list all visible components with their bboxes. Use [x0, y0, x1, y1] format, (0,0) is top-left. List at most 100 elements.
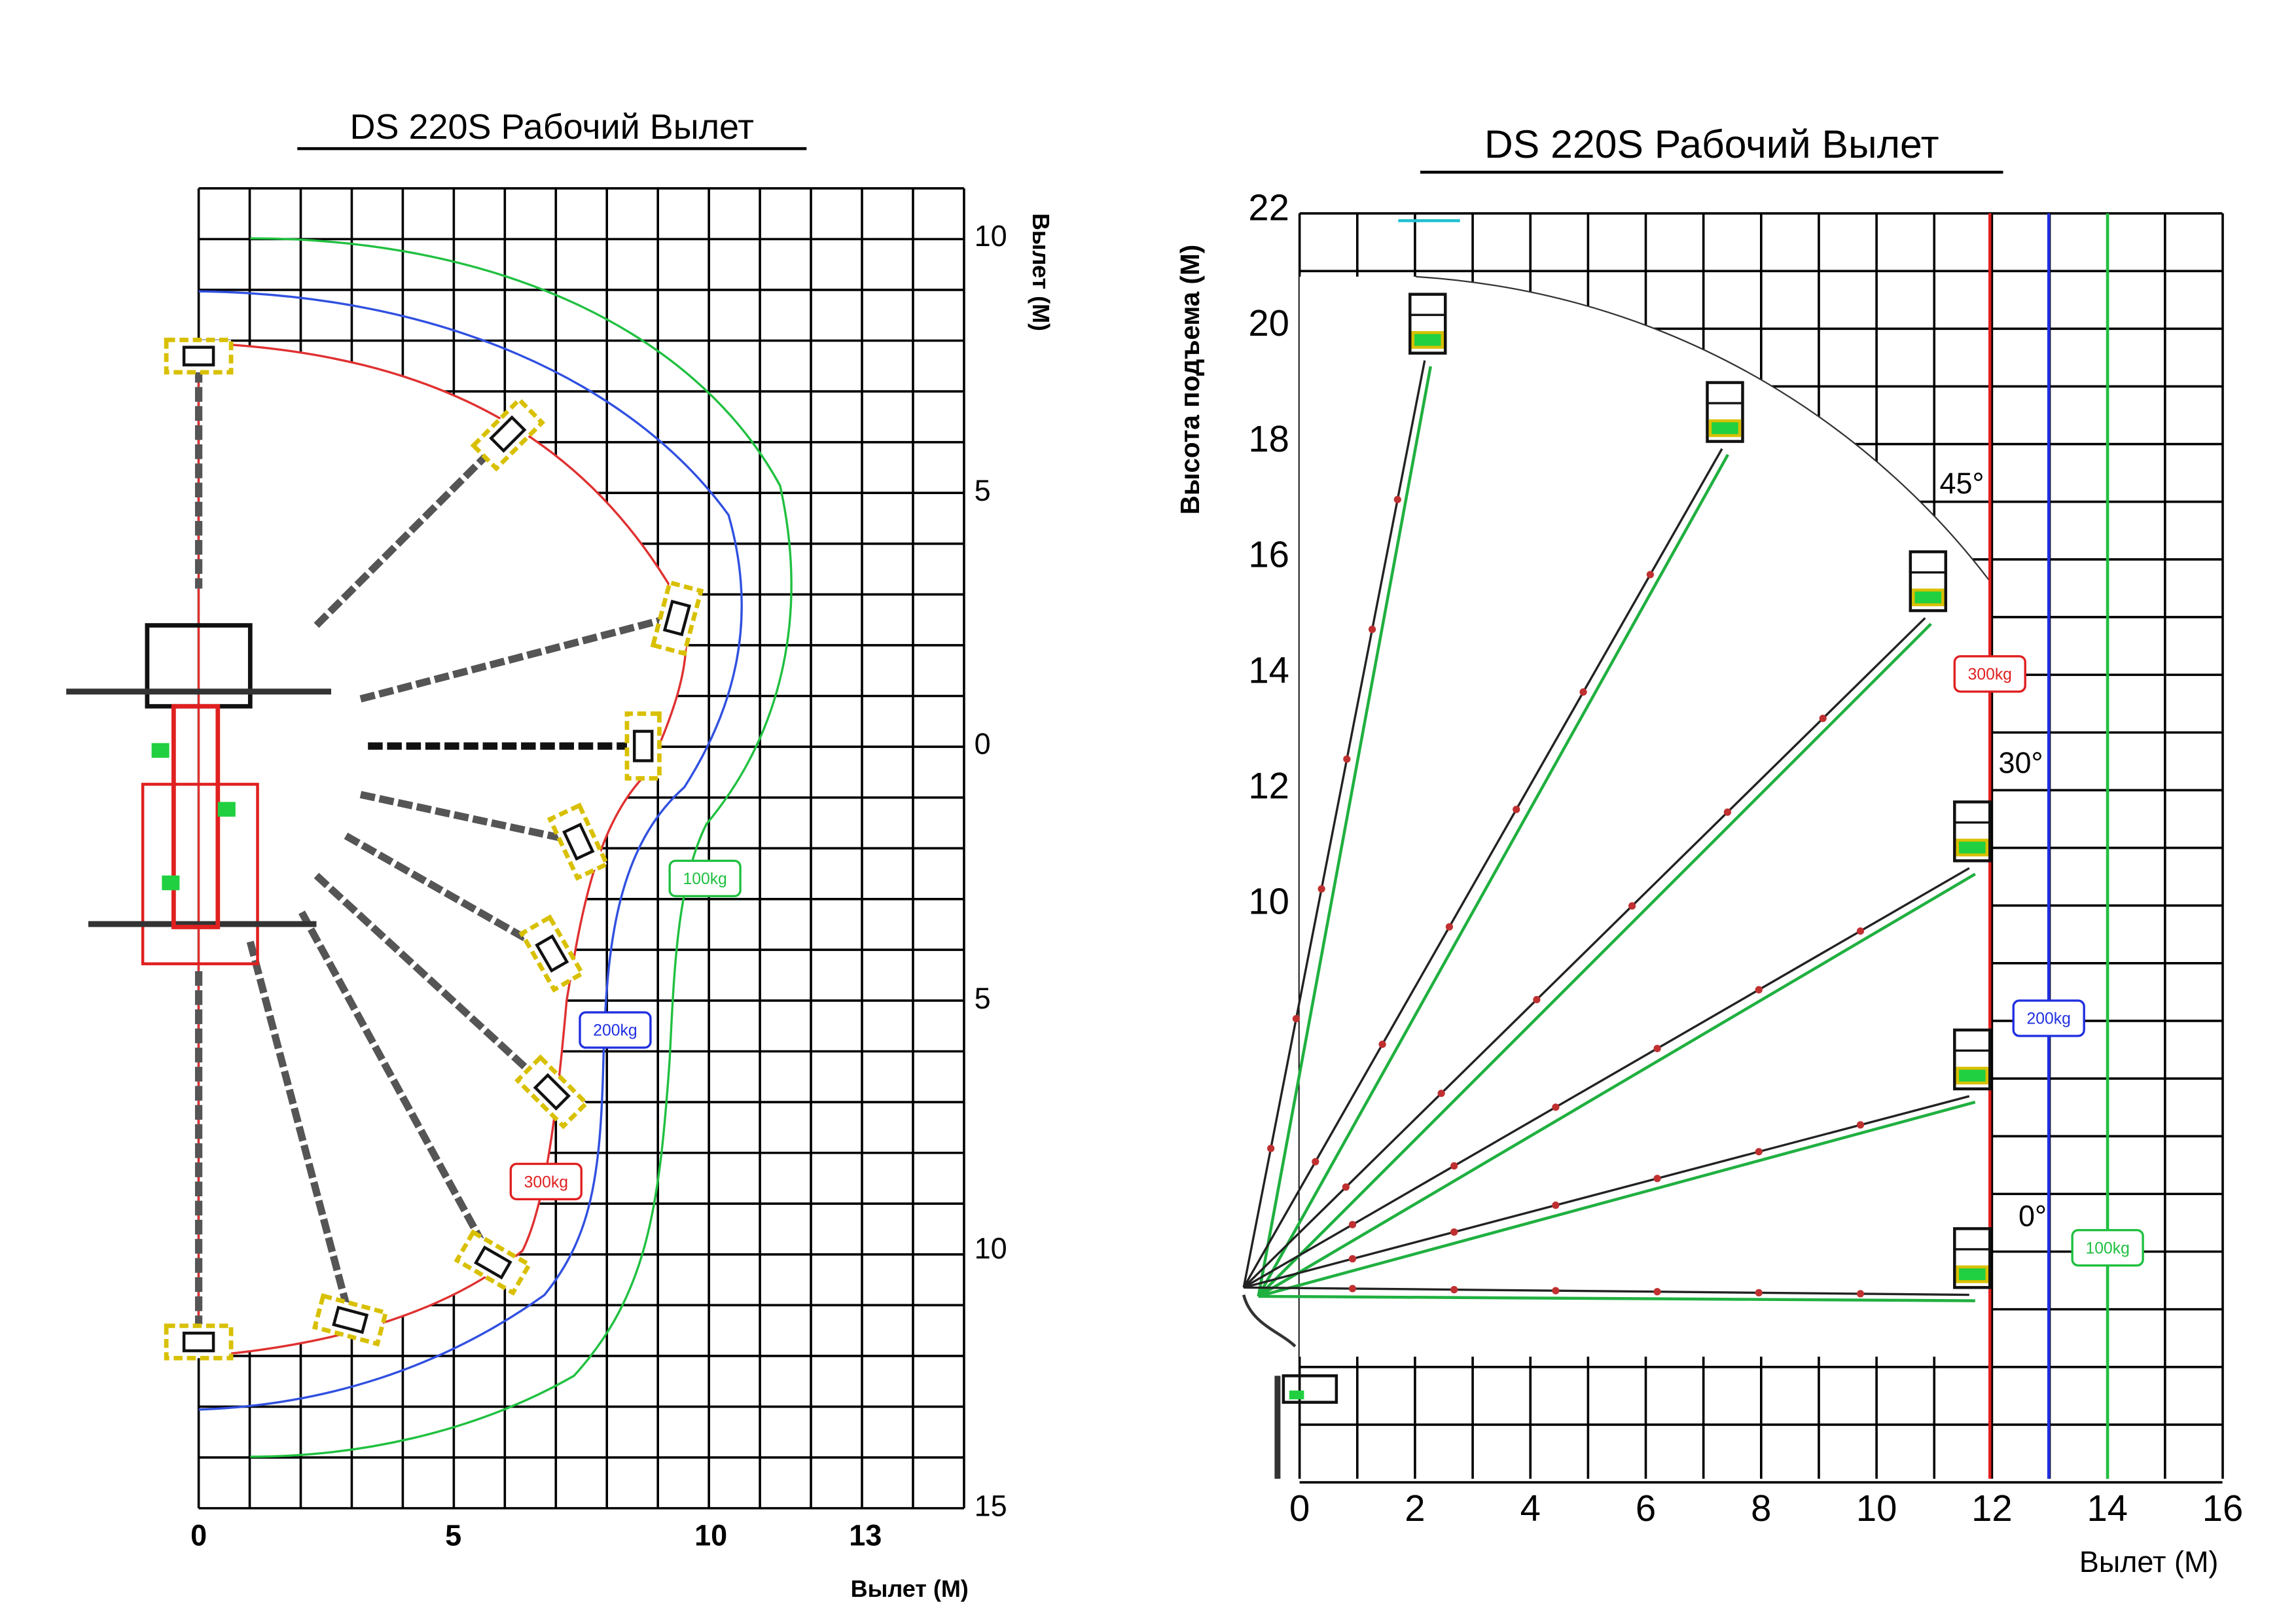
basket-core — [562, 823, 595, 861]
basket-core — [535, 934, 569, 973]
joint — [1368, 626, 1376, 633]
basket-core — [533, 1073, 571, 1111]
joint — [1552, 1202, 1560, 1209]
marker — [151, 743, 170, 758]
envelope-200 — [198, 290, 743, 1411]
boom — [1258, 1100, 1976, 1298]
basket-core — [474, 1245, 512, 1280]
y-tick-label: 10 — [975, 1232, 1007, 1265]
joint — [1267, 1145, 1275, 1152]
basket-core — [632, 730, 654, 762]
joint — [1723, 808, 1732, 816]
load-label: 200kg — [593, 1022, 637, 1040]
x-tick-label: 4 — [1520, 1488, 1541, 1529]
joint — [1819, 715, 1827, 722]
boom — [298, 910, 497, 1264]
y-tick-label: 5 — [975, 982, 991, 1015]
load-box — [2012, 999, 2085, 1037]
joint — [1318, 885, 1325, 893]
basket — [518, 914, 586, 993]
basket-core — [489, 415, 527, 453]
load-label: 300kg — [524, 1173, 568, 1191]
basket-floor — [1411, 330, 1444, 349]
joint — [1292, 1014, 1300, 1023]
joint — [1653, 1044, 1661, 1052]
boom — [1257, 872, 1976, 1298]
joint — [1348, 1255, 1357, 1263]
joint — [1628, 902, 1636, 910]
basket-floor — [1708, 419, 1742, 437]
basket-floor — [1956, 838, 1989, 857]
joint — [1856, 1121, 1865, 1129]
joint — [1348, 1285, 1357, 1293]
right-title: DS 220S Рабочий Вылет — [1484, 122, 1939, 166]
y-tick-label: 16 — [1248, 534, 1289, 575]
left-booms — [194, 368, 671, 1325]
boom — [246, 940, 354, 1321]
joint — [1552, 1287, 1560, 1294]
y-tick-label: 12 — [1248, 765, 1289, 806]
joint — [1393, 495, 1401, 503]
angle-label: 45° — [1940, 467, 1984, 500]
boom — [1242, 617, 1926, 1289]
right-x-label: Вылет (M) — [2079, 1545, 2219, 1578]
angle-label: 30° — [1998, 746, 2043, 779]
tick-labels: 0 5 10 13 10 5 0 5 10 15 0 2 4 6 8 10 12 14 16 22 20 18 16 14 12… — [190, 187, 2243, 1552]
joint — [1646, 571, 1654, 579]
basket — [454, 1229, 533, 1296]
left-y-label: Вылет (M) — [1028, 213, 1054, 331]
basket — [164, 1323, 234, 1361]
left-title: DS 220S Рабочий Вылет — [350, 107, 754, 147]
y-tick-label: 18 — [1248, 418, 1289, 459]
x-tick-label: 6 — [1636, 1488, 1656, 1529]
x-tick-label: 0 — [190, 1518, 207, 1552]
boom — [344, 832, 554, 957]
basket-core — [332, 1306, 369, 1334]
y-tick-label: 0 — [975, 727, 991, 760]
base-arm — [1242, 1294, 1297, 1347]
joint — [1348, 1221, 1357, 1228]
joint — [1755, 986, 1763, 994]
boom — [1243, 867, 1970, 1289]
right-blank — [1299, 276, 1990, 1357]
joint — [1450, 1228, 1458, 1236]
y-tick-label: 22 — [1248, 187, 1289, 228]
y-tick-label: 20 — [1248, 302, 1289, 344]
boom — [1258, 1294, 1975, 1302]
load-label: 100kg — [683, 870, 726, 888]
joint — [1437, 1090, 1445, 1097]
joint — [1378, 1041, 1386, 1048]
basket — [624, 711, 662, 781]
joint — [1653, 1175, 1661, 1183]
load-box — [509, 1162, 583, 1201]
joint — [1552, 1103, 1560, 1111]
x-tick-label: 2 — [1405, 1488, 1425, 1529]
basket — [514, 1054, 590, 1130]
joint — [1856, 927, 1865, 935]
boom — [1244, 1286, 1969, 1296]
boom — [1242, 360, 1426, 1288]
x-tick-label: 10 — [694, 1518, 727, 1552]
labels: DS 220S Рабочий Вылет DS 220S Рабочий Вы… — [297, 107, 2218, 1602]
angle-label: 0° — [2018, 1200, 2047, 1233]
x-tick-label: 13 — [849, 1518, 882, 1552]
x-tick-label: 0 — [1289, 1488, 1310, 1529]
y-tick-label: 10 — [1248, 881, 1289, 922]
joint — [1579, 688, 1587, 696]
load-box — [2071, 1228, 2144, 1267]
left-x-label: Вылет (M) — [851, 1575, 969, 1602]
basket-core — [182, 1331, 215, 1353]
basket — [312, 1293, 389, 1347]
joint — [1856, 1290, 1865, 1298]
basket-floor — [1956, 1067, 1989, 1085]
load-label: 100kg — [2085, 1240, 2129, 1257]
load-label: 200kg — [2027, 1010, 2071, 1028]
x-tick-label: 5 — [445, 1518, 461, 1552]
joint — [1342, 1183, 1350, 1191]
boom — [1243, 1095, 1970, 1289]
joint — [1755, 1148, 1763, 1156]
x-tick-label: 8 — [1751, 1488, 1771, 1529]
basket-core — [182, 346, 215, 366]
left-baskets — [164, 338, 704, 1361]
